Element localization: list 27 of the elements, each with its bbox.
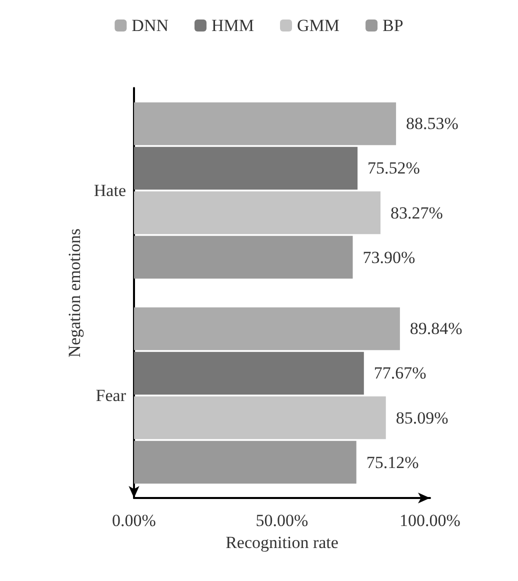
bar bbox=[134, 440, 356, 484]
x-tick-label: 100.00% bbox=[400, 511, 460, 530]
bar bbox=[134, 352, 364, 395]
data-label: 75.52% bbox=[368, 158, 420, 178]
bar bbox=[134, 191, 380, 234]
bar bbox=[134, 146, 358, 190]
bar bbox=[134, 236, 353, 279]
legend-label: GMM bbox=[297, 16, 340, 35]
data-label: 89.84% bbox=[410, 319, 462, 338]
data-label: 83.27% bbox=[390, 203, 443, 222]
legend-label: HMM bbox=[212, 16, 254, 35]
bar bbox=[134, 102, 396, 146]
bar bbox=[134, 307, 400, 350]
data-label: 73.90% bbox=[362, 248, 416, 267]
x-tick-label: 0.00% bbox=[112, 511, 156, 530]
x-tick-label: 50.00% bbox=[256, 511, 308, 530]
x-axis-title: Recognition rate bbox=[226, 533, 338, 552]
y-axis-title: Negation emotions bbox=[65, 228, 84, 358]
bar bbox=[134, 396, 386, 440]
y-tick-label: Hate bbox=[94, 181, 126, 200]
legend-label: DNN bbox=[132, 16, 169, 35]
data-label: 75.12% bbox=[366, 452, 419, 472]
data-label: 77.67% bbox=[374, 364, 426, 383]
y-tick-label: Fear bbox=[96, 386, 126, 405]
legend-label: BP bbox=[382, 16, 404, 35]
data-label: 88.53% bbox=[406, 114, 458, 134]
data-label: 85.09% bbox=[396, 408, 448, 428]
